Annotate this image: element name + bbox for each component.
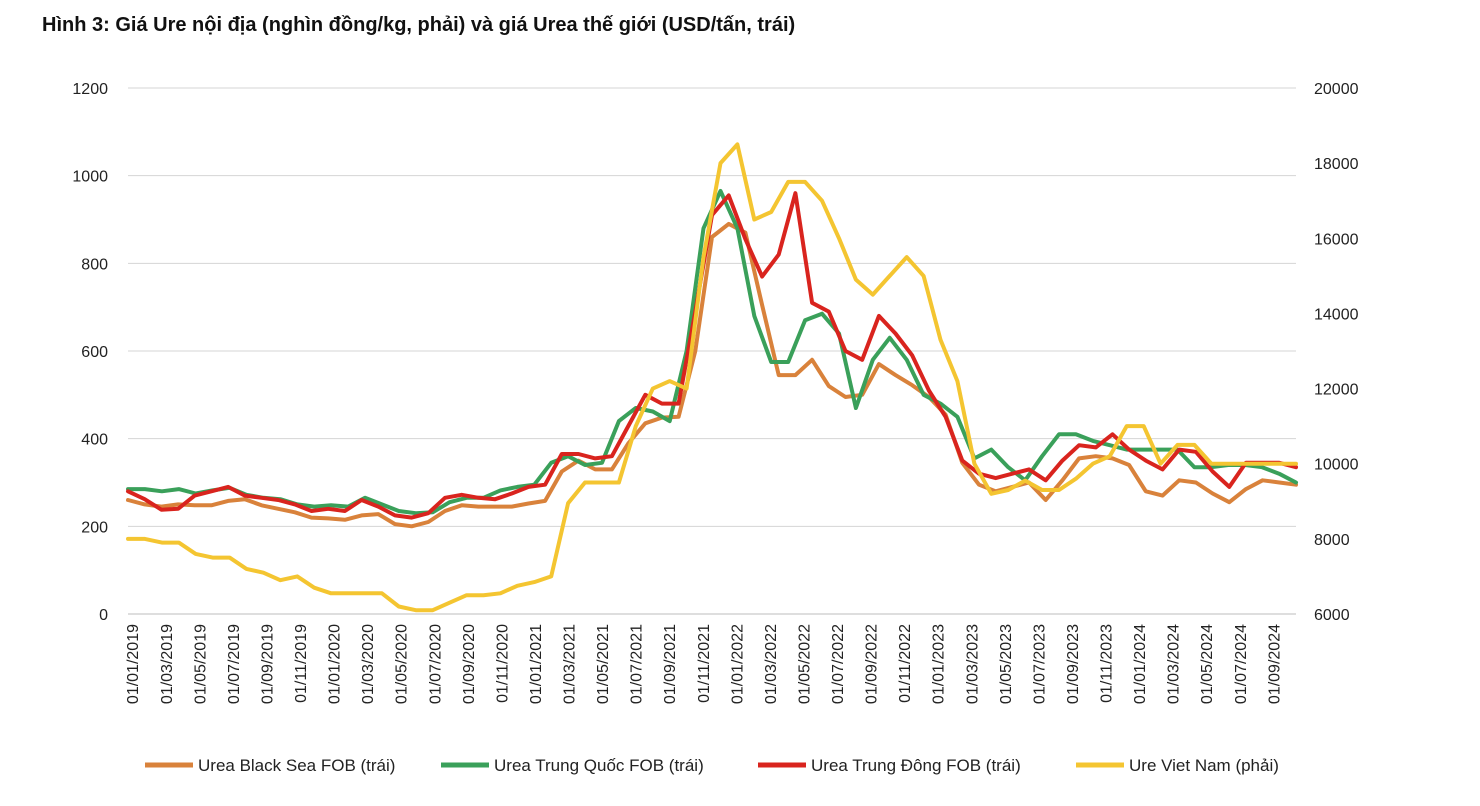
- x-tick-label: 01/01/2019: [125, 624, 142, 704]
- x-tick-label: 01/09/2020: [461, 624, 478, 704]
- x-tick-label: 01/01/2023: [931, 624, 948, 704]
- x-tick-label: 01/07/2023: [1031, 624, 1048, 704]
- x-tick-label: 01/11/2022: [897, 624, 914, 703]
- legend-label: Ure Viet Nam (phải): [1129, 756, 1279, 775]
- x-tick-label: 01/05/2021: [595, 624, 612, 704]
- x-tick-label: 01/05/2023: [998, 624, 1015, 704]
- x-tick-label: 01/05/2024: [1199, 624, 1216, 704]
- legend-label: Urea Black Sea FOB (trái): [198, 756, 395, 775]
- x-tick-label: 01/03/2023: [964, 624, 981, 704]
- x-tick-label: 01/09/2024: [1266, 624, 1283, 704]
- right-y-tick-label: 16000: [1314, 231, 1359, 248]
- x-tick-label: 01/01/2022: [729, 624, 746, 704]
- left-y-tick-label: 0: [99, 607, 108, 624]
- x-tick-label: 01/03/2020: [360, 624, 377, 704]
- left-y-tick-label: 800: [81, 256, 108, 273]
- right-y-tick-label: 8000: [1314, 532, 1350, 549]
- x-tick-label: 01/03/2019: [159, 624, 176, 704]
- axes: 0 200 400 600 800 1000 1200 6000 8000 10000 12000 1…: [72, 81, 1358, 704]
- right-y-tick-label: 10000: [1314, 457, 1359, 474]
- left-y-tick-label: 200: [81, 519, 108, 536]
- x-tick-label: 01/03/2021: [562, 624, 579, 704]
- right-y-tick-label: 18000: [1314, 156, 1359, 173]
- x-tick-label: 01/05/2022: [796, 624, 813, 704]
- right-y-tick-label: 6000: [1314, 607, 1350, 624]
- x-tick-label: 01/11/2019: [293, 624, 310, 703]
- left-y-tick-label: 1000: [72, 169, 108, 186]
- left-y-tick-label: 400: [81, 432, 108, 449]
- legend-label: Urea Trung Đông FOB (trái): [811, 756, 1021, 775]
- gridlines: [128, 87, 1296, 615]
- left-y-tick-label: 1200: [72, 81, 108, 98]
- x-tick-label: 01/01/2024: [1132, 624, 1149, 704]
- legend-label: Urea Trung Quốc FOB (trái): [494, 756, 704, 775]
- x-tick-label: 01/11/2020: [494, 624, 511, 703]
- x-tick-label: 01/11/2023: [1099, 624, 1116, 703]
- x-tick-label: 01/09/2021: [662, 624, 679, 704]
- x-tick-label: 01/07/2021: [629, 624, 646, 704]
- x-tick-label: 01/03/2022: [763, 624, 780, 704]
- left-y-tick-label: 600: [81, 344, 108, 361]
- x-tick-label: 01/01/2020: [327, 624, 344, 704]
- chart-title: Hình 3: Giá Ure nội địa (nghìn đồng/kg, …: [42, 14, 796, 36]
- right-y-tick-label: 20000: [1314, 81, 1359, 98]
- series-line-0: [126, 221, 1298, 529]
- x-tick-label: 01/07/2022: [830, 624, 847, 704]
- x-tick-label: 01/03/2024: [1166, 624, 1183, 704]
- legend: Urea Black Sea FOB (trái) Urea Trung Quốc…: [145, 756, 1279, 775]
- right-y-tick-label: 12000: [1314, 382, 1359, 399]
- series-line-3: [126, 142, 1298, 613]
- x-tick-label: 01/07/2024: [1233, 624, 1250, 704]
- x-tick-label: 01/07/2020: [427, 624, 444, 704]
- x-tick-label: 01/05/2020: [394, 624, 411, 704]
- x-tick-label: 01/01/2021: [528, 624, 545, 704]
- right-y-tick-label: 14000: [1314, 306, 1359, 323]
- x-tick-label: 01/09/2022: [864, 624, 881, 704]
- x-tick-label: 01/09/2023: [1065, 624, 1082, 704]
- x-tick-label: 01/07/2019: [226, 624, 243, 704]
- x-tick-label: 01/11/2021: [696, 624, 713, 703]
- series-lines: [126, 142, 1298, 613]
- x-tick-label: 01/05/2019: [192, 624, 209, 704]
- x-tick-label: 01/09/2019: [259, 624, 276, 704]
